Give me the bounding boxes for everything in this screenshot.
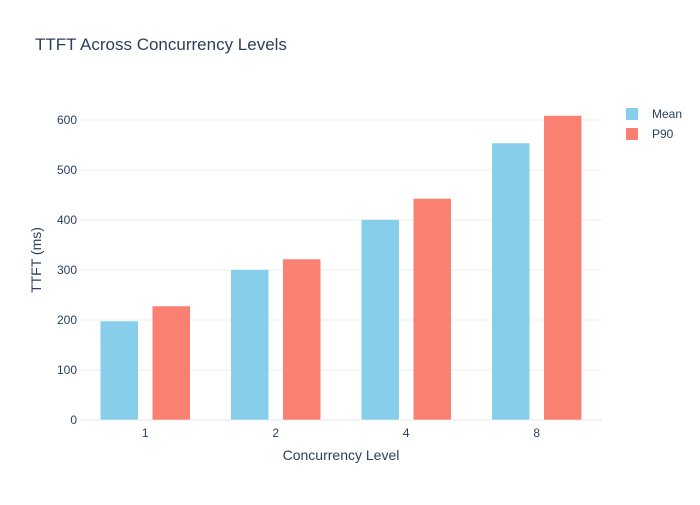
x-tick-label: 2 — [272, 426, 279, 440]
legend-swatch — [626, 108, 638, 120]
bar-mean-2[interactable] — [230, 269, 269, 421]
legend-label: Mean — [652, 107, 682, 121]
bar-p90-2[interactable] — [282, 258, 321, 421]
legend-item-mean[interactable]: Mean — [626, 107, 682, 121]
bar-p90-4[interactable] — [413, 198, 452, 421]
chart-title: TTFT Across Concurrency Levels — [35, 35, 287, 54]
legend-label: P90 — [652, 127, 674, 141]
legend-swatch — [626, 128, 638, 140]
legend[interactable]: Mean P90 — [626, 107, 682, 141]
y-axis-label: TTFT (ms) — [28, 227, 44, 293]
x-tick-labels: 1 2 4 8 — [142, 426, 541, 440]
y-tick-label: 400 — [57, 213, 77, 227]
legend-item-p90[interactable]: P90 — [626, 127, 674, 141]
y-tick-label: 300 — [57, 263, 77, 277]
bar-p90-1[interactable] — [152, 305, 191, 421]
y-tick-label: 500 — [57, 163, 77, 177]
y-tick-label: 600 — [57, 113, 77, 127]
bar-mean-4[interactable] — [361, 219, 400, 421]
bar-mean-1[interactable] — [100, 320, 139, 421]
bars — [100, 115, 582, 421]
x-axis-label: Concurrency Level — [283, 447, 400, 463]
bar-mean-8[interactable] — [491, 142, 530, 421]
x-tick-label: 4 — [403, 426, 410, 440]
y-tick-label: 100 — [57, 363, 77, 377]
x-tick-label: 8 — [533, 426, 540, 440]
y-tick-label: 0 — [70, 413, 77, 427]
y-tick-label: 200 — [57, 313, 77, 327]
bar-p90-8[interactable] — [543, 115, 582, 421]
y-tick-labels: 0 100 200 300 400 500 600 — [57, 113, 77, 427]
x-tick-label: 1 — [142, 426, 149, 440]
